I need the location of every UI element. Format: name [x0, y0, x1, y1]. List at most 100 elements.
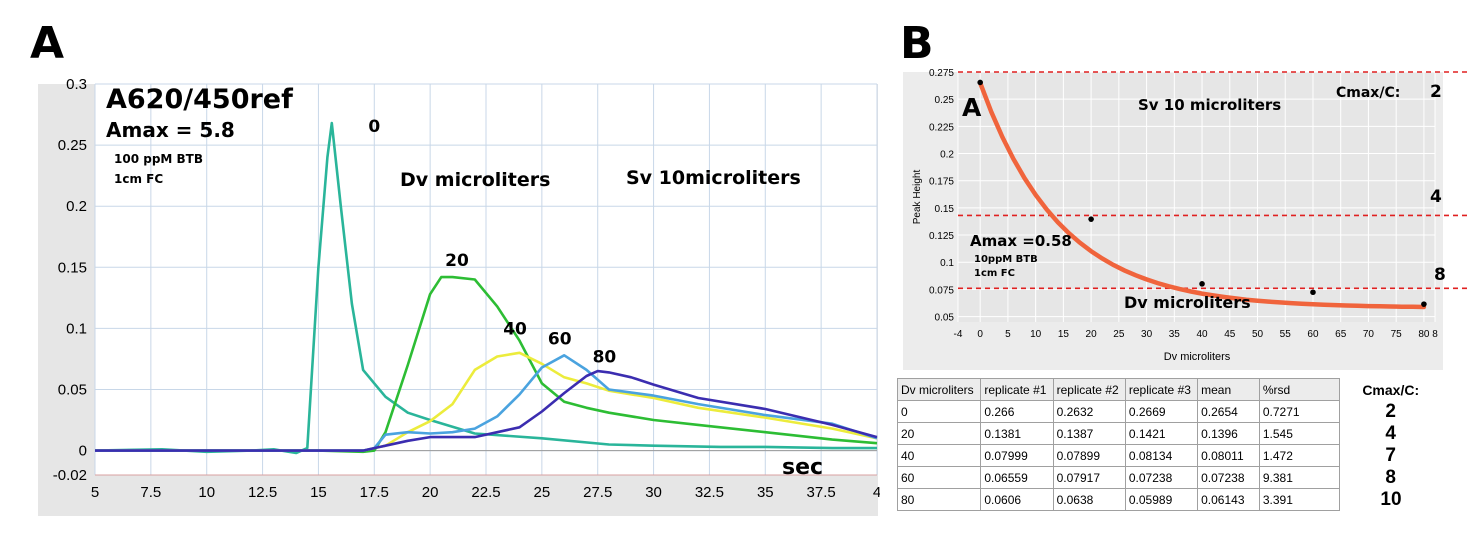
chart-b-data-point: [1421, 301, 1427, 307]
chart-a-sv-label: Sv 10microliters: [626, 167, 801, 189]
table-row: 0 0.266 0.2632 0.2669 0.2654 0.7271 2: [896, 400, 1442, 423]
chart-b-data-point: [1199, 281, 1205, 287]
chart-a-xtick-label: 30: [645, 484, 662, 501]
chart-b-ytick-label: 0.15: [935, 204, 955, 215]
table-header-cell: replicate #2: [1052, 378, 1126, 401]
chart-a-amax: Amax = 5.8: [106, 118, 235, 142]
chart-b-cmax-header: Cmax/C:: [1336, 85, 1400, 101]
table-header-cell: replicate #3: [1124, 378, 1199, 401]
chart-b-amax: Amax =0.58: [970, 232, 1072, 250]
chart-a-series-line-80: [95, 369, 878, 452]
chart-a-series-label: 20: [445, 251, 469, 271]
table-cell: 0.08011: [1197, 444, 1260, 467]
table-row: 40 0.07999 0.07899 0.08134 0.08011 1.472 7: [896, 444, 1442, 467]
data-table: Dv microliters replicate #1 replicate #2…: [896, 378, 1442, 511]
table-cell: 3.391: [1258, 488, 1341, 511]
chart-b-data-point: [977, 79, 983, 86]
chart-b-xtick-label: 55: [1280, 329, 1292, 340]
chart-b-concentration: 10ppM BTB: [974, 254, 1038, 265]
chart-b-xtick-label: 0: [977, 329, 983, 340]
table-row: 20 0.1381 0.1387 0.1421 0.1396 1.545 4: [896, 422, 1442, 445]
chart-b-ytick-label: 0.125: [929, 231, 954, 242]
table-cell-cmax: 8: [1339, 466, 1442, 489]
table-cell: 0.7271: [1258, 400, 1341, 423]
table-cell: 40: [896, 444, 982, 467]
table-cell: 0.1421: [1124, 422, 1199, 445]
chart-b-xtick-label: 20: [1086, 329, 1098, 340]
chart-a-xtick-label: 17.5: [360, 484, 389, 501]
chart-b-reference-label: 2: [1430, 82, 1442, 102]
chart-b-xtick-label: 5: [1005, 329, 1011, 340]
chart-a-ytick-label: 0.3: [66, 76, 87, 93]
chart-a-series-label: 80: [593, 348, 617, 368]
chart-a-xtick-label: 32.5: [695, 484, 724, 501]
chart-a-ytick-label: 0: [79, 443, 87, 460]
chart-a-xtick-label: 4: [873, 484, 880, 501]
table-cell: 0.0606: [980, 488, 1054, 511]
chart-a-ytick-label: 0.25: [58, 137, 87, 154]
chart-a-xtick-label: 5: [91, 484, 99, 501]
chart-a-xtick-label: 35: [757, 484, 774, 501]
chart-b: -4 0 5 10 15 20 25 30 35 40 45 50 55 60 65 70 75 80 80.275…: [903, 68, 1470, 370]
chart-a-xtick-label: 25: [534, 484, 551, 501]
chart-a-title: A620/450ref: [106, 84, 293, 115]
table-cell: 80: [896, 488, 982, 511]
table-header-cell: Dv microliters: [896, 378, 982, 401]
chart-a-series-label: 40: [503, 320, 527, 340]
table-cell: 0.2654: [1197, 400, 1260, 423]
chart-a-xtick-label: 7.5: [140, 484, 161, 501]
chart-b-xtick-label: -4: [954, 329, 963, 340]
table-cell: 0.07999: [980, 444, 1054, 467]
chart-b-xtick-label: 40: [1196, 329, 1208, 340]
chart-b-corner-label: A: [962, 93, 982, 122]
chart-b-xtick-label: 8: [1432, 329, 1438, 340]
chart-a-xtick-label: 22.5: [471, 484, 500, 501]
chart-b-ytick-label: 0.25: [935, 95, 955, 106]
chart-a-dv-label: Dv microliters: [400, 169, 550, 191]
chart-b-xlabel: Dv microliters: [1164, 351, 1231, 363]
chart-b-xtick-label: 50: [1252, 329, 1264, 340]
table-cell-cmax: 4: [1339, 422, 1442, 445]
chart-b-xtick-label: 25: [1113, 329, 1125, 340]
table-row: 60 0.06559 0.07917 0.07238 0.07238 9.381 8: [896, 466, 1442, 489]
table-cell: 0.07917: [1052, 466, 1126, 489]
chart-a-ytick-label: 0.05: [58, 381, 87, 398]
chart-b-xtick-label: 65: [1335, 329, 1347, 340]
table-cell: 0.07238: [1124, 466, 1199, 489]
chart-b-xtick-label: 75: [1391, 329, 1403, 340]
table-cell: 1.545: [1258, 422, 1341, 445]
chart-b-cell: 1cm FC: [974, 268, 1015, 279]
chart-a-concentration: 100 ppM BTB: [114, 152, 203, 166]
chart-b-xtick-label: 10: [1030, 329, 1042, 340]
chart-b-xtick-label: 70: [1363, 329, 1375, 340]
chart-b-reference-label: 8: [1434, 265, 1446, 285]
table-cell-cmax: 7: [1339, 444, 1442, 467]
chart-a-xtick-label: 10: [198, 484, 215, 501]
chart-a-ytick-label: 0.2: [66, 198, 87, 215]
table-cell: 20: [896, 422, 982, 445]
chart-b-xtick-label: 45: [1224, 329, 1236, 340]
chart-a-xtick-label: 15: [310, 484, 327, 501]
chart-b-reference-label: 4: [1430, 187, 1442, 207]
chart-a-xtick-label: 27.5: [583, 484, 612, 501]
chart-a-series-line-0: [94, 121, 877, 455]
chart-a-ytick-label: 0.1: [66, 320, 87, 337]
chart-b-ytick-label: 0.1: [940, 258, 954, 269]
table-cell: 0.0638: [1052, 488, 1126, 511]
table-header-cell: replicate #1: [980, 378, 1054, 401]
table-cell-cmax: 10: [1339, 488, 1442, 511]
chart-a-xtick-label: 37.5: [807, 484, 836, 501]
table-cell: 0.07238: [1197, 466, 1260, 489]
chart-b-ylabel: Peak Height: [912, 170, 923, 225]
chart-b-xtick-label: 35: [1169, 329, 1181, 340]
chart-b-ytick-label: 0.275: [929, 68, 954, 79]
table-cell: 0.266: [980, 400, 1054, 423]
table-cell: 0.1396: [1197, 422, 1260, 445]
table-cell-cmax: 2: [1339, 400, 1442, 423]
table-cell: 1.472: [1258, 444, 1341, 467]
chart-b-ytick-label: 0.075: [929, 285, 954, 296]
chart-b-sv-label: Sv 10 microliters: [1138, 96, 1281, 114]
table-cell: 9.381: [1258, 466, 1341, 489]
chart-b-xtick-label: 60: [1307, 329, 1319, 340]
panel-b-label: B: [900, 18, 934, 69]
